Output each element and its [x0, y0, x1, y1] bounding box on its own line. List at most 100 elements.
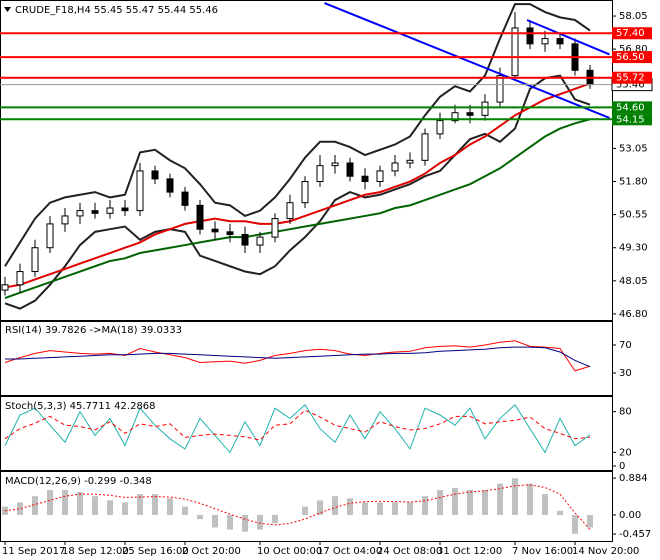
candle-body — [181, 191, 189, 206]
histogram-bar — [542, 494, 548, 515]
rsi-title: RSI(14) 39.7826 ->MA(18) 39.0333 — [5, 325, 182, 336]
y-tick-label: 50.55 — [619, 210, 648, 221]
histogram-bar — [137, 494, 143, 515]
y-tick-label: -0.457 — [619, 529, 651, 540]
level-label: 55.72 — [616, 73, 645, 84]
histogram-bar — [587, 514, 593, 528]
main-panel — [0, 0, 613, 321]
level-label: 54.15 — [616, 114, 645, 125]
histogram-bar — [527, 483, 533, 515]
macd-panel — [0, 471, 613, 542]
histogram-bar — [272, 514, 278, 524]
trend-line — [324, 2, 610, 119]
histogram-bar — [317, 500, 323, 515]
series-line — [4, 404, 591, 454]
candle-body — [286, 202, 294, 220]
candle-body — [1, 284, 9, 291]
level-box — [612, 71, 652, 84]
histogram-bar — [242, 514, 248, 532]
chart-title: CRUDE_F18,H4 55.45 55.47 55.44 55.46 — [15, 5, 218, 16]
candle-body — [226, 231, 234, 235]
indicator-line — [4, 74, 591, 310]
candle-body — [496, 75, 504, 103]
candle-body — [46, 223, 54, 249]
level-box — [612, 51, 652, 64]
candle-body — [361, 175, 369, 183]
series-line — [4, 340, 591, 372]
candle-body — [466, 112, 474, 116]
histogram-bar — [512, 478, 518, 515]
x-tick-label: 31 Oct 12:00 — [437, 546, 502, 557]
histogram-bar — [467, 489, 473, 515]
candle-body — [436, 120, 444, 135]
x-tick-label: 24 Oct 08:00 — [377, 546, 442, 557]
candle-body — [151, 170, 159, 180]
y-tick-label: 49.30 — [619, 243, 648, 254]
candle-body — [91, 210, 99, 214]
x-tick-label: 14 Nov 20:00 — [572, 546, 639, 557]
histogram-bar — [392, 502, 398, 515]
level-label: 54.60 — [616, 102, 645, 113]
series-line — [4, 409, 591, 441]
candle-body — [256, 236, 264, 246]
x-tick-label: 11 Sep 2017 — [2, 546, 65, 557]
candle-body — [541, 38, 549, 45]
stoch-panel — [0, 396, 613, 471]
x-tick-label: 10 Oct 00:00 — [257, 546, 322, 557]
y-tick-label: 70 — [619, 340, 632, 351]
candle-body — [526, 27, 534, 45]
last-price-label: 55.46 — [616, 80, 645, 91]
candle-body — [511, 27, 519, 77]
histogram-bar — [182, 506, 188, 515]
x-tick-label: 7 Nov 16:00 — [512, 546, 573, 557]
candle-body — [16, 271, 24, 286]
level-label: 56.50 — [616, 52, 645, 63]
candle-body — [61, 215, 69, 225]
histogram-bar — [77, 492, 83, 515]
histogram-bar — [572, 514, 578, 534]
indicator-line — [4, 82, 591, 289]
candle-body — [331, 162, 339, 167]
rsi-panel — [0, 321, 613, 396]
trend-line — [526, 19, 610, 56]
histogram-bar — [497, 483, 503, 515]
histogram-bar — [107, 500, 113, 515]
x-tick-label: 18 Sep 12:00 — [62, 546, 129, 557]
histogram-bar — [407, 502, 413, 515]
y-tick-label: 46.80 — [619, 309, 648, 320]
histogram-bar — [332, 496, 338, 515]
histogram-bar — [452, 487, 458, 515]
menu-icon — [4, 7, 11, 12]
candle-body — [121, 207, 129, 212]
histogram-bar — [62, 489, 68, 515]
x-tick-label: 25 Sep 16:00 — [122, 546, 189, 557]
histogram-bar — [197, 514, 203, 520]
series-line — [5, 346, 591, 368]
candle-body — [556, 38, 564, 45]
histogram-bar — [302, 506, 308, 515]
candle-body — [196, 204, 204, 230]
y-tick-label: 80 — [619, 407, 632, 418]
candle-body — [166, 178, 174, 193]
candle-body — [76, 210, 84, 217]
histogram-bar — [227, 514, 233, 530]
candle-body — [346, 162, 354, 177]
y-tick-label: 30 — [619, 368, 632, 379]
histogram-bar — [32, 496, 38, 515]
y-tick-label: 0 — [619, 461, 625, 472]
candle-body — [451, 112, 459, 122]
histogram-bar — [437, 489, 443, 515]
candle-body — [316, 165, 324, 183]
histogram-bar — [557, 510, 563, 515]
candle-body — [211, 228, 219, 233]
histogram-bar — [347, 498, 353, 515]
candle-body — [301, 181, 309, 204]
candle-body — [406, 159, 414, 164]
y-tick-label: 0.884 — [619, 473, 648, 484]
histogram-bar — [422, 496, 428, 515]
candle-body — [241, 233, 249, 246]
histogram-bar — [167, 498, 173, 515]
